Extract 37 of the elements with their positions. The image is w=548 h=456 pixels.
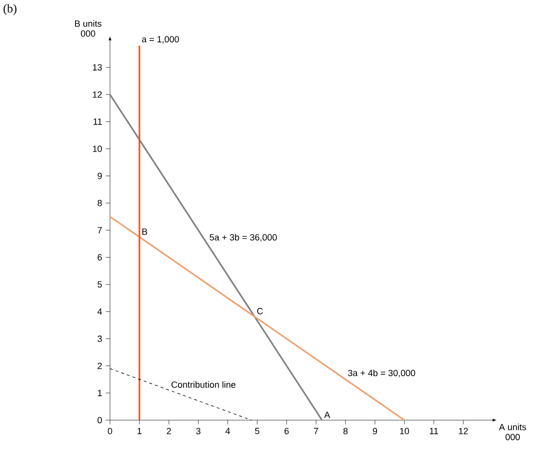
x-tick-label: 5 xyxy=(255,428,260,434)
y-tick-label: 5 xyxy=(98,281,102,288)
y-tick-label: 1 xyxy=(98,390,102,396)
x-tick-label: 7 xyxy=(314,428,318,434)
y-tick-label: 6 xyxy=(98,254,102,260)
text: (b) xyxy=(4,4,16,15)
x-tick-label: 3 xyxy=(196,428,200,434)
x-tick-label: 4 xyxy=(225,428,230,434)
x-axis-title: A units 000 xyxy=(498,424,526,440)
y-tick-label: 8 xyxy=(98,200,102,206)
y-tick-label: 13 xyxy=(92,64,102,70)
x-tick-label: 12 xyxy=(458,428,468,434)
x-tick-label: 9 xyxy=(372,428,378,434)
annotation: Contribution line xyxy=(172,381,236,388)
y-tick-label: 7 xyxy=(98,227,102,234)
y-axis-title: B units 000 xyxy=(75,20,102,37)
y-tick-label: 11 xyxy=(94,118,102,125)
y-tick-label: 4 xyxy=(97,308,102,315)
x-tick-label: 6 xyxy=(284,428,289,434)
annotation: 3a + 4b = 30,000 xyxy=(348,370,416,378)
y-tick-label: 0 xyxy=(98,416,102,424)
x-tick-label: 0 xyxy=(108,428,112,434)
y-tick-label: 9 xyxy=(98,172,102,180)
x-tick-label: 11 xyxy=(430,428,438,434)
annotation: A xyxy=(324,412,330,418)
x-tick-label: 10 xyxy=(400,428,410,434)
x-tick-label: 8 xyxy=(343,428,348,434)
annotation: B xyxy=(142,228,148,235)
x-tick-label: 2 xyxy=(166,428,171,434)
y-tick-label: 10 xyxy=(92,146,102,152)
x-tick-label: 1 xyxy=(138,428,142,434)
annotation: C xyxy=(257,308,263,314)
y-tick-label: 3 xyxy=(98,335,102,342)
y-tick-label: 2 xyxy=(98,362,102,369)
y-tick-label: 12 xyxy=(92,91,102,98)
annotation: 5a + 3b = 36,000 xyxy=(210,234,277,242)
annotation: a = 1,000 xyxy=(142,36,179,44)
